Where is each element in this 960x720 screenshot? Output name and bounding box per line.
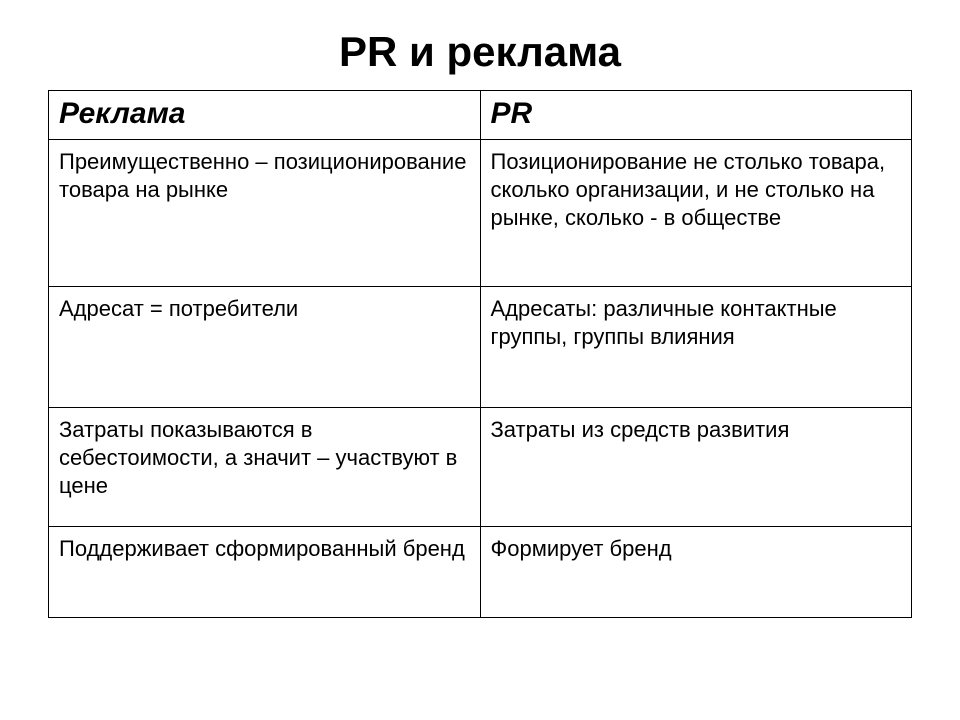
col-header-pr: PR <box>480 91 912 140</box>
comparison-table: Реклама PR Преимущественно – позициониро… <box>48 90 912 618</box>
table-row: Затраты показываются в себестоимости, а … <box>49 408 912 527</box>
cell-pr: Формирует бренд <box>480 527 912 618</box>
cell-pr: Позиционирование не столько товара, скол… <box>480 140 912 287</box>
slide: PR и реклама Реклама PR Преимущественно … <box>0 0 960 720</box>
cell-reklama: Адресат = потребители <box>49 287 481 408</box>
table-row: Преимущественно – позиционирование товар… <box>49 140 912 287</box>
cell-reklama: Преимущественно – позиционирование товар… <box>49 140 481 287</box>
table-header-row: Реклама PR <box>49 91 912 140</box>
table-row: Поддерживает сформированный бренд Формир… <box>49 527 912 618</box>
cell-pr: Затраты из средств развития <box>480 408 912 527</box>
table-row: Адресат = потребители Адресаты: различны… <box>49 287 912 408</box>
cell-reklama: Затраты показываются в себестоимости, а … <box>49 408 481 527</box>
col-header-reklama: Реклама <box>49 91 481 140</box>
cell-pr: Адресаты: различные контактные группы, г… <box>480 287 912 408</box>
slide-title: PR и реклама <box>48 28 912 76</box>
cell-reklama: Поддерживает сформированный бренд <box>49 527 481 618</box>
